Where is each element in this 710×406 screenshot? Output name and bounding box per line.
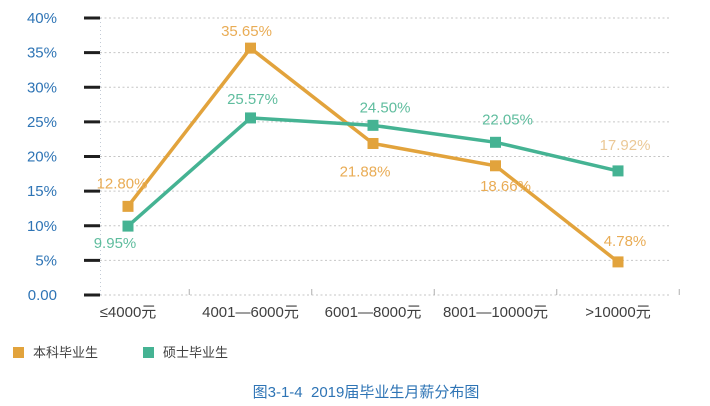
x-axis-label: >10000元 — [585, 304, 650, 321]
data-point-marker — [367, 119, 379, 131]
legend-label-master: 硕士毕业生 — [163, 345, 229, 360]
legend-item-bachelor: 本科毕业生 — [13, 346, 98, 359]
x-axis-label: 6001—8000元 — [325, 304, 422, 321]
x-axis-label: 4001—6000元 — [202, 304, 299, 321]
y-tick-label: 40% — [27, 10, 57, 27]
legend-label-bachelor: 本科毕业生 — [33, 345, 99, 360]
y-tick-label: 10% — [27, 218, 57, 235]
data-point-marker — [612, 165, 624, 177]
chart-legend: 本科毕业生 硕士毕业生 — [13, 346, 228, 359]
data-label: 35.65% — [221, 23, 272, 40]
y-tick-label: 15% — [27, 183, 57, 200]
data-label: 4.78% — [604, 233, 647, 250]
y-tick-label: 25% — [27, 114, 57, 131]
legend-swatch-master-icon — [143, 347, 155, 358]
y-tick-label: 35% — [27, 45, 57, 62]
y-tick-label: 20% — [27, 149, 57, 166]
data-point-marker — [122, 200, 134, 212]
data-label: 18.66% — [480, 178, 531, 195]
y-tick-label: 5% — [35, 252, 57, 269]
data-label: 9.95% — [94, 235, 137, 252]
data-label: 12.80% — [97, 175, 148, 192]
data-point-marker — [245, 42, 256, 54]
y-tick-label: 0.00 — [28, 287, 57, 304]
data-point-marker — [612, 256, 624, 268]
data-label: 25.57% — [227, 91, 278, 108]
data-label: 17.92% — [600, 137, 651, 154]
data-point-marker — [490, 160, 501, 172]
chart-canvas: 40% 35% 30% 25% 20% 15% 10% 5% 0.00 ≤4000元 4001—60… — [27, 10, 680, 321]
line-chart: 40% 35% 30% 25% 20% 15% 10% 5% 0.00 ≤4000元 4001—60… — [27, 10, 680, 321]
x-axis-label: ≤4000元 — [100, 304, 157, 321]
figure-caption: 图3-1-4 2019届毕业生月薪分布图 — [252, 384, 480, 401]
data-point-marker — [490, 136, 501, 148]
data-point-marker — [367, 137, 379, 149]
data-point-marker — [122, 220, 134, 232]
data-label: 21.88% — [340, 163, 391, 180]
x-axis-label: 8001—10000元 — [443, 304, 548, 321]
data-label: 24.50% — [360, 99, 411, 116]
legend-item-master: 硕士毕业生 — [143, 346, 228, 359]
data-point-marker — [245, 112, 256, 124]
y-tick-label: 30% — [27, 79, 57, 96]
legend-swatch-bachelor-icon — [13, 347, 24, 358]
data-label: 22.05% — [482, 111, 533, 128]
